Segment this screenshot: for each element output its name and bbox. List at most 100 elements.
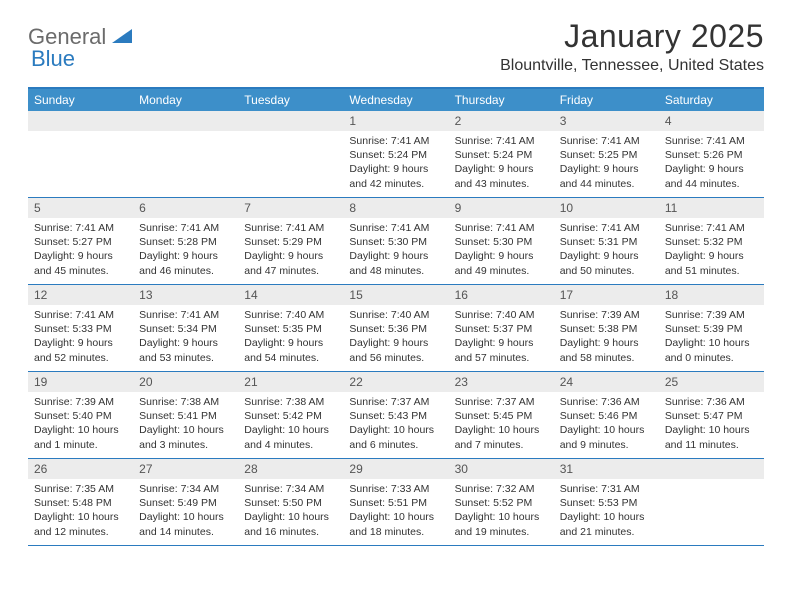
day-number: 15: [343, 285, 448, 305]
daylight-text: Daylight: 9 hours and 47 minutes.: [244, 249, 337, 277]
sunrise-text: Sunrise: 7:32 AM: [455, 482, 548, 496]
sunset-text: Sunset: 5:34 PM: [139, 322, 232, 336]
dayname-tue: Tuesday: [238, 89, 343, 111]
day-details: Sunrise: 7:32 AMSunset: 5:52 PMDaylight:…: [449, 479, 554, 543]
day-number: 17: [554, 285, 659, 305]
sunrise-text: Sunrise: 7:39 AM: [665, 308, 758, 322]
day-cell: 22Sunrise: 7:37 AMSunset: 5:43 PMDayligh…: [343, 372, 448, 458]
day-details: Sunrise: 7:39 AMSunset: 5:38 PMDaylight:…: [554, 305, 659, 369]
day-details: Sunrise: 7:36 AMSunset: 5:47 PMDaylight:…: [659, 392, 764, 456]
sunset-text: Sunset: 5:43 PM: [349, 409, 442, 423]
day-number: 8: [343, 198, 448, 218]
day-number: 12: [28, 285, 133, 305]
day-cell: 18 Sunrise: 7:39 AMSunset: 5:39 PMDayligh…: [659, 285, 764, 371]
sunset-text: Sunset: 5:33 PM: [34, 322, 127, 336]
sunrise-text: Sunrise: 7:33 AM: [349, 482, 442, 496]
sunrise-text: Sunrise: 7:40 AM: [349, 308, 442, 322]
day-details: Sunrise: 7:40 AMSunset: 5:36 PMDaylight:…: [343, 305, 448, 369]
sunset-text: Sunset: 5:25 PM: [560, 148, 653, 162]
sunset-text: Sunset: 5:24 PM: [455, 148, 548, 162]
day-number: 5: [28, 198, 133, 218]
sunrise-text: Sunrise: 7:38 AM: [139, 395, 232, 409]
sunrise-text: Sunrise: 7:34 AM: [244, 482, 337, 496]
daylight-text: Daylight: 10 hours and 6 minutes.: [349, 423, 442, 451]
daylight-text: Daylight: 10 hours and 16 minutes.: [244, 510, 337, 538]
day-cell: 25Sunrise: 7:36 AMSunset: 5:47 PMDayligh…: [659, 372, 764, 458]
dayname-mon: Monday: [133, 89, 238, 111]
day-details: Sunrise: 7:41 AMSunset: 5:33 PMDaylight:…: [28, 305, 133, 369]
day-details: Sunrise: 7:41 AMSunset: 5:26 PMDaylight:…: [659, 131, 764, 195]
day-number: 4: [659, 111, 764, 131]
daylight-text: Daylight: 10 hours and 1 minute.: [34, 423, 127, 451]
daylight-text: Daylight: 10 hours and 0 minutes.: [665, 336, 758, 364]
dayname-sun: Sunday: [28, 89, 133, 111]
daylight-text: Daylight: 10 hours and 3 minutes.: [139, 423, 232, 451]
day-cell: 7Sunrise: 7:41 AMSunset: 5:29 PMDaylight…: [238, 198, 343, 284]
sunset-text: Sunset: 5:46 PM: [560, 409, 653, 423]
sunset-text: Sunset: 5:30 PM: [349, 235, 442, 249]
sunrise-text: Sunrise: 7:41 AM: [139, 221, 232, 235]
daylight-text: Daylight: 10 hours and 11 minutes.: [665, 423, 758, 451]
day-cell: 28Sunrise: 7:34 AMSunset: 5:50 PMDayligh…: [238, 459, 343, 545]
sunset-text: Sunset: 5:24 PM: [349, 148, 442, 162]
day-cell: [659, 459, 764, 545]
sunrise-text: Sunrise: 7:41 AM: [560, 134, 653, 148]
day-number: 3: [554, 111, 659, 131]
daylight-text: Daylight: 9 hours and 58 minutes.: [560, 336, 653, 364]
logo-triangle-icon: [112, 27, 132, 48]
daylight-text: Daylight: 10 hours and 9 minutes.: [560, 423, 653, 451]
sunset-text: Sunset: 5:42 PM: [244, 409, 337, 423]
week-row: 26Sunrise: 7:35 AMSunset: 5:48 PMDayligh…: [28, 459, 764, 546]
day-cell: 17Sunrise: 7:39 AMSunset: 5:38 PMDayligh…: [554, 285, 659, 371]
day-number: 19: [28, 372, 133, 392]
sunset-text: Sunset: 5:41 PM: [139, 409, 232, 423]
day-cell: 30Sunrise: 7:32 AMSunset: 5:52 PMDayligh…: [449, 459, 554, 545]
day-number: [238, 111, 343, 131]
day-cell: 31Sunrise: 7:31 AMSunset: 5:53 PMDayligh…: [554, 459, 659, 545]
daylight-text: Daylight: 9 hours and 50 minutes.: [560, 249, 653, 277]
day-details: Sunrise: 7:41 AMSunset: 5:29 PMDaylight:…: [238, 218, 343, 282]
day-details: Sunrise: 7:31 AMSunset: 5:53 PMDaylight:…: [554, 479, 659, 543]
sunrise-text: Sunrise: 7:37 AM: [455, 395, 548, 409]
sunset-text: Sunset: 5:40 PM: [34, 409, 127, 423]
day-details: Sunrise: 7:41 AMSunset: 5:24 PMDaylight:…: [343, 131, 448, 195]
weeks-container: 1Sunrise: 7:41 AMSunset: 5:24 PMDaylight…: [28, 111, 764, 546]
sunrise-text: Sunrise: 7:41 AM: [455, 134, 548, 148]
day-details: Sunrise: 7:38 AMSunset: 5:42 PMDaylight:…: [238, 392, 343, 456]
week-row: 5Sunrise: 7:41 AMSunset: 5:27 PMDaylight…: [28, 198, 764, 285]
day-number: [28, 111, 133, 131]
sunrise-text: Sunrise: 7:41 AM: [139, 308, 232, 322]
sunset-text: Sunset: 5:51 PM: [349, 496, 442, 510]
day-cell: 15Sunrise: 7:40 AMSunset: 5:36 PMDayligh…: [343, 285, 448, 371]
daylight-text: Daylight: 9 hours and 52 minutes.: [34, 336, 127, 364]
day-cell: 1Sunrise: 7:41 AMSunset: 5:24 PMDaylight…: [343, 111, 448, 197]
daylight-text: Daylight: 10 hours and 19 minutes.: [455, 510, 548, 538]
day-details: Sunrise: 7:41 AMSunset: 5:34 PMDaylight:…: [133, 305, 238, 369]
day-number: 30: [449, 459, 554, 479]
sunset-text: Sunset: 5:48 PM: [34, 496, 127, 510]
day-details: Sunrise: 7:36 AMSunset: 5:46 PMDaylight:…: [554, 392, 659, 456]
day-number: 20: [133, 372, 238, 392]
day-number: 7: [238, 198, 343, 218]
daylight-text: Daylight: 9 hours and 48 minutes.: [349, 249, 442, 277]
sunset-text: Sunset: 5:29 PM: [244, 235, 337, 249]
day-number: 11: [659, 198, 764, 218]
day-number: 18: [659, 285, 764, 305]
sunset-text: Sunset: 5:39 PM: [665, 322, 758, 336]
sunset-text: Sunset: 5:50 PM: [244, 496, 337, 510]
day-number: 14: [238, 285, 343, 305]
header: General January 2025 Blountville, Tennes…: [0, 0, 792, 81]
dayname-sat: Saturday: [659, 89, 764, 111]
sunrise-text: Sunrise: 7:34 AM: [139, 482, 232, 496]
day-number: 24: [554, 372, 659, 392]
sunrise-text: Sunrise: 7:36 AM: [665, 395, 758, 409]
dayname-wed: Wednesday: [343, 89, 448, 111]
day-details: Sunrise: 7:41 AMSunset: 5:30 PMDaylight:…: [343, 218, 448, 282]
day-number: 31: [554, 459, 659, 479]
day-cell: 24Sunrise: 7:36 AMSunset: 5:46 PMDayligh…: [554, 372, 659, 458]
daylight-text: Daylight: 9 hours and 46 minutes.: [139, 249, 232, 277]
sunrise-text: Sunrise: 7:40 AM: [455, 308, 548, 322]
daylight-text: Daylight: 9 hours and 45 minutes.: [34, 249, 127, 277]
day-number: 16: [449, 285, 554, 305]
day-number: 26: [28, 459, 133, 479]
